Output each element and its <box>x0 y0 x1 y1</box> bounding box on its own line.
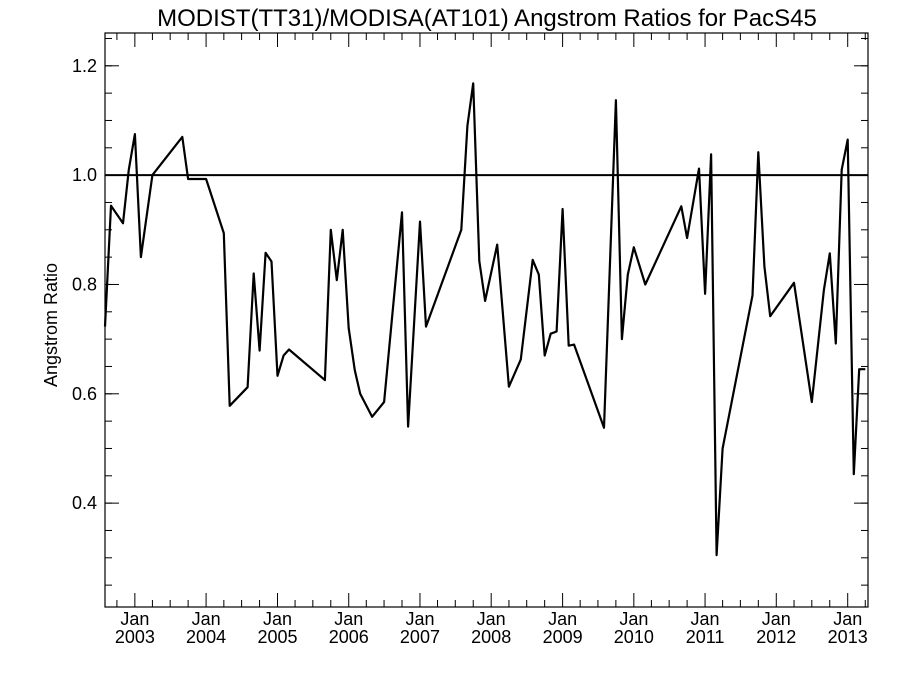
tick-labels: 0.40.60.81.01.2Jan2003Jan2004Jan2005Jan2… <box>72 56 868 647</box>
x-tick-year-label: 2011 <box>686 627 725 647</box>
x-tick-year-label: 2005 <box>257 627 297 647</box>
plot-frame <box>104 32 869 608</box>
y-tick-label: 1.0 <box>72 165 97 185</box>
x-tick-month-label: Jan <box>477 609 506 629</box>
chart-title: MODIST(TT31)/MODISA(AT101) Angstrom Rati… <box>157 5 817 32</box>
x-tick-month-label: Jan <box>405 609 434 629</box>
x-tick-year-label: 2013 <box>828 627 868 647</box>
axis-ticks <box>105 33 868 607</box>
series-layer <box>103 82 866 557</box>
y-tick-label: 0.8 <box>72 274 97 294</box>
x-tick-month-label: Jan <box>619 609 648 629</box>
x-tick-year-label: 2008 <box>471 627 511 647</box>
x-tick-year-label: 2004 <box>186 627 226 647</box>
x-tick-month-label: Jan <box>833 609 862 629</box>
x-tick-year-label: 2009 <box>543 627 583 647</box>
x-tick-month-label: Jan <box>120 609 149 629</box>
y-axis-label: Angstrom Ratio <box>41 263 61 387</box>
x-tick-month-label: Jan <box>691 609 720 629</box>
x-tick-month-label: Jan <box>263 609 292 629</box>
x-tick-year-label: 2007 <box>400 627 440 647</box>
x-tick-month-label: Jan <box>762 609 791 629</box>
x-tick-month-label: Jan <box>334 609 363 629</box>
y-tick-label: 1.2 <box>72 56 97 76</box>
x-tick-month-label: Jan <box>548 609 577 629</box>
y-tick-label: 0.4 <box>72 493 97 513</box>
x-tick-month-label: Jan <box>192 609 221 629</box>
x-tick-year-label: 2012 <box>756 627 796 647</box>
x-tick-year-label: 2010 <box>614 627 654 647</box>
series-line <box>103 82 866 557</box>
x-tick-year-label: 2006 <box>329 627 369 647</box>
x-tick-year-label: 2003 <box>115 627 155 647</box>
y-tick-label: 0.6 <box>72 384 97 404</box>
